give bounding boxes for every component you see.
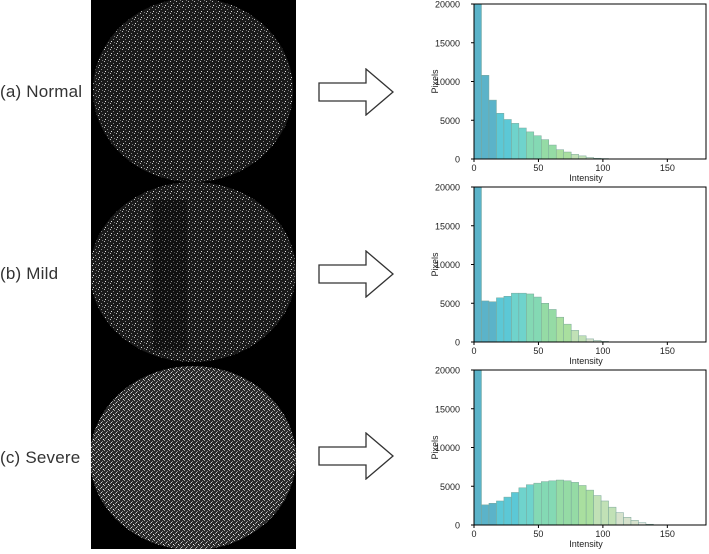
y-tick-label: 0: [455, 155, 460, 165]
x-tick-label: 50: [533, 346, 543, 356]
y-tick-label: 0: [455, 338, 460, 348]
histogram-bar: [571, 330, 578, 342]
y-axis-label: Pixels: [430, 69, 440, 94]
histogram-bar: [511, 123, 518, 159]
histogram-bar: [624, 517, 631, 525]
histogram-bar: [519, 293, 526, 342]
histogram-bar: [489, 503, 496, 525]
histogram-bar: [481, 301, 488, 342]
y-tick-label: 5000: [440, 299, 460, 309]
x-tick-label: 100: [595, 346, 610, 356]
y-tick-label: 5000: [440, 116, 460, 126]
histogram-bar: [556, 317, 563, 342]
arrow-icon: [318, 68, 394, 116]
histogram-bar: [541, 140, 548, 159]
x-tick-label: 0: [471, 529, 476, 539]
y-tick-label: 5000: [440, 482, 460, 492]
y-tick-label: 15000: [435, 221, 460, 231]
y-tick-label: 0: [455, 521, 460, 531]
histogram-bar: [564, 324, 571, 342]
histogram-bar: [549, 145, 556, 159]
x-axis-label: Intensity: [569, 356, 603, 366]
histogram-bar: [594, 496, 601, 525]
histogram-bar: [496, 113, 503, 159]
x-tick-label: 0: [471, 346, 476, 356]
histogram-bar: [541, 303, 548, 342]
histogram-bar: [504, 119, 511, 159]
histogram-bar: [481, 505, 488, 525]
histogram-bar: [496, 298, 503, 342]
fundus-image-strip: [91, 0, 296, 549]
x-tick-label: 50: [533, 529, 543, 539]
histogram-bar: [631, 520, 638, 525]
histogram-bar: [534, 136, 541, 159]
y-axis-label: Pixels: [430, 252, 440, 277]
vessel-band: [153, 200, 187, 350]
histogram-bar: [474, 370, 481, 525]
x-tick-label: 150: [660, 346, 675, 356]
histogram-bar: [549, 481, 556, 525]
histogram-bar: [571, 482, 578, 525]
histogram-bar: [504, 497, 511, 525]
row-label-severe: (c) Severe: [0, 448, 80, 468]
x-tick-label: 50: [533, 163, 543, 173]
histogram-bar: [489, 302, 496, 342]
histogram-bar: [489, 100, 496, 159]
histogram-bar: [564, 481, 571, 525]
histogram-bar: [616, 513, 623, 525]
histogram-bar: [541, 482, 548, 525]
histogram-bar: [556, 480, 563, 525]
y-tick-label: 20000: [435, 366, 460, 376]
x-axis-label: Intensity: [569, 539, 603, 549]
arrow-icon: [318, 250, 394, 298]
arrow-icon: [318, 432, 394, 480]
histogram-bar: [586, 490, 593, 525]
histogram-bar: [534, 483, 541, 525]
y-tick-label: 15000: [435, 404, 460, 414]
histogram-bar: [609, 507, 616, 525]
fundus-image-normal: [93, 0, 293, 182]
histogram-bar: [579, 336, 586, 342]
histogram-bar: [504, 296, 511, 342]
y-tick-label: 20000: [435, 0, 460, 10]
histogram-bar: [474, 4, 481, 159]
histogram-bar: [571, 154, 578, 159]
histogram-bar: [481, 75, 488, 159]
histogram-bar: [519, 128, 526, 159]
histogram-bar: [511, 492, 518, 525]
histogram-bar: [526, 132, 533, 159]
histogram-bar: [564, 152, 571, 159]
histogram-bar: [534, 297, 541, 342]
row-label-normal: (a) Normal: [0, 82, 82, 102]
fundus-image-severe: [91, 366, 296, 549]
x-tick-label: 150: [660, 163, 675, 173]
histogram-bar: [519, 488, 526, 525]
histogram-bar: [496, 501, 503, 525]
histogram-bar: [526, 485, 533, 525]
histogram-bar: [511, 293, 518, 342]
histogram-bar: [474, 187, 481, 342]
x-tick-label: 0: [471, 163, 476, 173]
y-tick-label: 20000: [435, 183, 460, 193]
x-tick-label: 100: [595, 163, 610, 173]
histogram-bar: [526, 294, 533, 342]
y-tick-label: 15000: [435, 38, 460, 48]
row-label-mild: (b) Mild: [0, 264, 58, 284]
histogram-bar: [549, 309, 556, 342]
x-axis-label: Intensity: [569, 173, 603, 183]
histogram-bar: [556, 150, 563, 159]
histogram-bar: [601, 501, 608, 525]
x-tick-label: 150: [660, 529, 675, 539]
histogram-bar: [579, 485, 586, 525]
fundus-image-mild: [91, 182, 296, 362]
x-tick-label: 100: [595, 529, 610, 539]
y-axis-label: Pixels: [430, 435, 440, 460]
